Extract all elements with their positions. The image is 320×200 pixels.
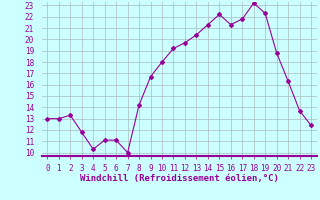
X-axis label: Windchill (Refroidissement éolien,°C): Windchill (Refroidissement éolien,°C) [80, 174, 279, 183]
